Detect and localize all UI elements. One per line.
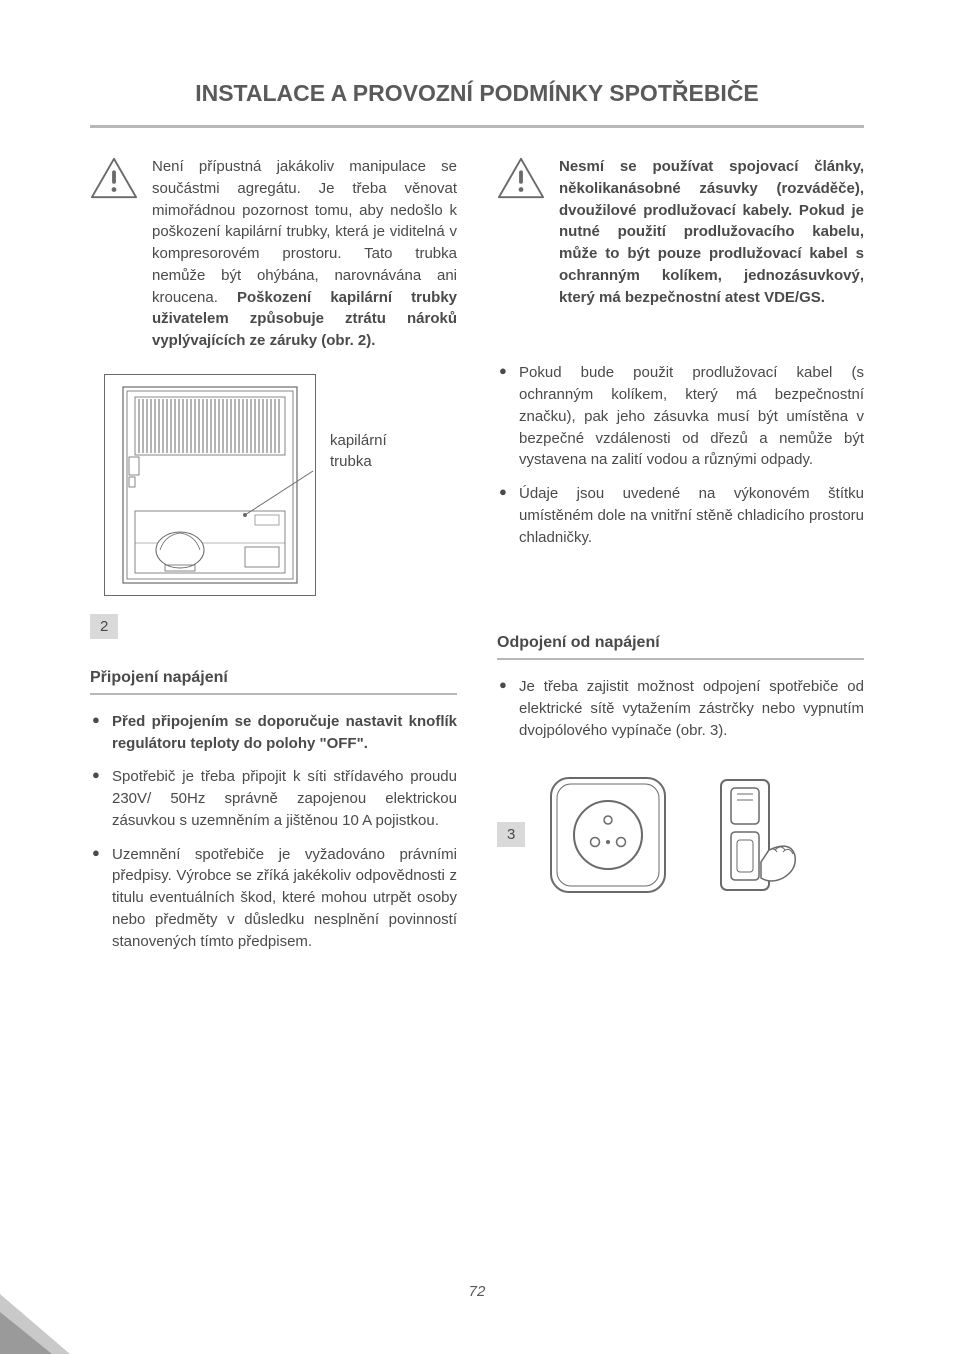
list-item: Uzemnění spotřebiče je vyžadováno právní… [90, 844, 457, 953]
warning-block-left: Není přípustná jakákoliv manipulace se s… [90, 156, 457, 352]
figure-2-number: 2 [90, 614, 118, 639]
warning-text-normal: Není přípustná jakákoliv manipulace se s… [152, 158, 457, 306]
heading-disconnection: Odpojení od napájení [497, 634, 864, 652]
heading-connection: Připojení napájení [90, 669, 457, 687]
heading-disconnection-rule [497, 658, 864, 660]
list-item: Pokud bude použit prodlužovací kabel (s … [497, 362, 864, 471]
manual-page: INSTALACE A PROVOZNÍ PODMÍNKY SPOTŘEBIČE… [0, 0, 954, 1354]
warning-triangle-icon [497, 156, 545, 205]
right-bullet-list-bottom: Je třeba zajistit možnost odpojení spotř… [497, 676, 864, 741]
left-bullet-list: Před připojením se doporučuje nastavit k… [90, 711, 457, 953]
heading-connection-rule [90, 693, 457, 695]
figure-2-svg [104, 374, 316, 596]
list-item: Je třeba zajistit možnost odpojení spotř… [497, 676, 864, 741]
figure-3-number: 3 [497, 822, 525, 847]
figure-3-switch-icon [691, 770, 801, 900]
title-rule [90, 125, 864, 128]
figure-2-label: kapilární trubka [330, 430, 387, 472]
left-column: Není přípustná jakákoliv manipulace se s… [90, 156, 457, 964]
right-column: Nesmí se používat spojovací články, něko… [497, 156, 864, 964]
page-title: INSTALACE A PROVOZNÍ PODMÍNKY SPOTŘEBIČE [90, 80, 864, 107]
warning-text-right: Nesmí se používat spojovací články, něko… [559, 156, 864, 308]
warning-text-left: Není přípustná jakákoliv manipulace se s… [152, 156, 457, 352]
figure-3: 3 [497, 770, 864, 900]
figure-3-socket-icon [543, 770, 673, 900]
list-item: Spotřebič je třeba připojit k síti stříd… [90, 766, 457, 831]
warning-triangle-icon [90, 156, 138, 205]
page-corner-decoration-icon [0, 1294, 70, 1354]
right-bullet-list-top: Pokud bude použit prodlužovací kabel (s … [497, 362, 864, 548]
warning-block-right: Nesmí se používat spojovací články, něko… [497, 156, 864, 308]
two-column-layout: Není přípustná jakákoliv manipulace se s… [90, 156, 864, 964]
figure-2: kapilární trubka [104, 374, 457, 596]
list-item: Před připojením se doporučuje nastavit k… [90, 711, 457, 755]
page-number: 72 [0, 1283, 954, 1300]
list-item: Údaje jsou uvedené na výkonovém štítku u… [497, 483, 864, 548]
